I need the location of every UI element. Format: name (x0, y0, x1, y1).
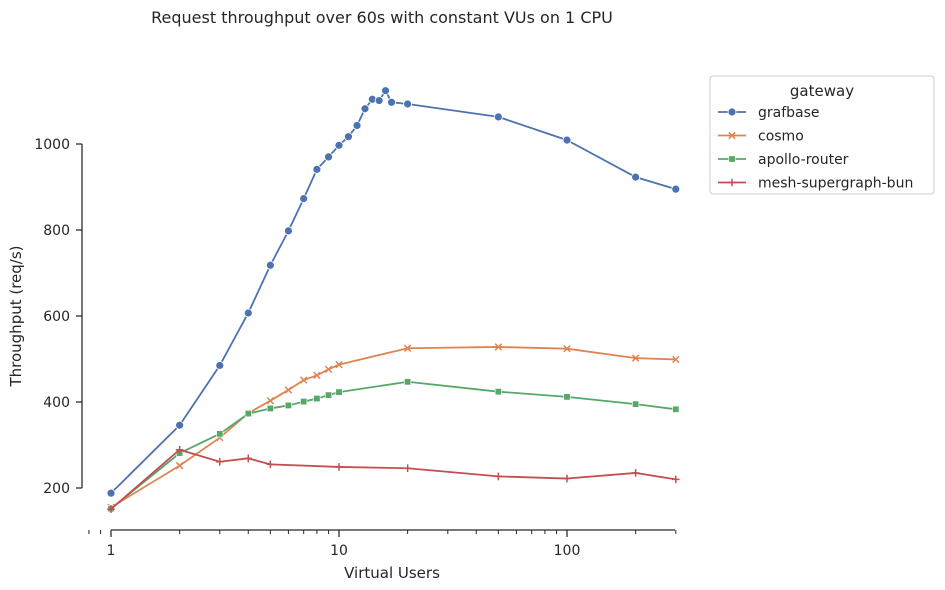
legend: gateway grafbase cosmo apollo-router mesh-s… (709, 75, 935, 195)
series-cosmo (107, 343, 680, 512)
grafbase-point (215, 361, 225, 370)
cosmo-point (266, 396, 275, 405)
apollo-router-point (404, 378, 412, 386)
legend-item-grafbase: grafbase (718, 105, 820, 121)
y-tick-label: 200 (43, 481, 70, 497)
legend-label: apollo-router (758, 152, 849, 168)
grafbase-point (284, 226, 293, 236)
legend-swatch-marker (728, 155, 736, 163)
cosmo-point (631, 354, 640, 362)
cosmo-point (403, 344, 412, 352)
x-tick-label: 10 (330, 543, 348, 559)
mesh-supergraph-bun-point (215, 457, 224, 466)
grafbase-point (562, 135, 572, 145)
legend-item-cosmo: cosmo (718, 129, 804, 145)
mesh-supergraph-bun-point (107, 505, 115, 513)
x-tick-label: 100 (554, 543, 581, 559)
grafbase-point (324, 152, 333, 162)
x-axis: 1 10 100 (88, 529, 677, 559)
mesh-supergraph-bun-line (110, 448, 676, 510)
apollo-router-point (494, 388, 502, 396)
legend-item-mesh-supergraph-bun: mesh-supergraph-bun (718, 176, 913, 192)
mesh-supergraph-bun-point (403, 464, 412, 473)
legend-title: gateway (790, 82, 854, 100)
cosmo-point (324, 365, 333, 374)
grafbase-point (265, 260, 275, 270)
grafbase-point (175, 420, 185, 430)
grafbase-point (352, 121, 362, 130)
apollo-router-point (313, 395, 321, 403)
cosmo-point (494, 343, 503, 351)
y-axis: 200 400 600 800 1000 (34, 137, 83, 497)
cosmo-point (284, 386, 293, 394)
series-grafbase (106, 86, 681, 498)
cosmo-point (672, 355, 680, 364)
mesh-supergraph-bun-point (671, 475, 680, 484)
apollo-router-point (300, 398, 308, 406)
apollo-router-point (266, 404, 274, 412)
legend-label: grafbase (758, 105, 820, 121)
legend-swatch-marker (727, 107, 737, 117)
series-mesh-supergraph-bun (107, 445, 680, 513)
grafbase-point (243, 308, 253, 318)
legend-swatch-marker (728, 178, 736, 187)
series-apollo-router (107, 378, 680, 513)
mesh-supergraph-bun-point (244, 454, 253, 463)
legend-label: cosmo (758, 129, 804, 145)
apollo-router-point (244, 410, 252, 418)
legend-frame (709, 75, 935, 195)
legend-item-apollo-router: apollo-router (718, 152, 849, 168)
cosmo-point (175, 461, 184, 470)
mesh-supergraph-bun-point (335, 463, 343, 471)
y-tick-label: 400 (43, 395, 70, 411)
cosmo-point (299, 376, 308, 384)
cosmo-point (335, 360, 343, 369)
mesh-supergraph-bun-point (631, 469, 640, 477)
grafbase-point (344, 132, 353, 142)
y-tick-label: 1000 (34, 137, 70, 153)
cosmo-line (110, 346, 676, 509)
grafbase-point (374, 96, 384, 105)
apollo-router-point (216, 430, 224, 438)
cosmo-point (563, 344, 571, 353)
grafbase-point (387, 97, 396, 107)
grafbase-point (360, 104, 370, 114)
mesh-supergraph-bun-point (563, 474, 571, 483)
y-tick-label: 800 (43, 223, 70, 239)
grafbase-line (110, 89, 677, 494)
mesh-supergraph-bun-point (175, 445, 184, 454)
x-tick-label: 1 (107, 543, 116, 559)
grafbase-point (299, 194, 309, 204)
cosmo-point (313, 371, 321, 380)
mesh-supergraph-bun-point (494, 472, 503, 481)
chart-title: Request throughput over 60s with constan… (151, 8, 613, 27)
apollo-router-point (325, 391, 333, 399)
y-tick-label: 600 (43, 309, 70, 325)
grafbase-point (312, 164, 322, 174)
mesh-supergraph-bun-point (266, 460, 275, 469)
y-axis-label: Throughput (req/s) (7, 245, 25, 387)
apollo-router-point (632, 400, 640, 408)
apollo-router-point (563, 393, 571, 401)
grafbase-point (106, 488, 116, 498)
legend-label: mesh-supergraph-bun (758, 176, 913, 192)
grafbase-point (334, 140, 344, 150)
plot-area (106, 86, 681, 513)
grafbase-point (493, 112, 503, 122)
apollo-router-point (284, 401, 292, 409)
legend-swatch-marker (728, 131, 736, 140)
apollo-router-point (672, 405, 680, 413)
x-axis-label: Virtual Users (344, 564, 440, 582)
grafbase-point (671, 184, 681, 194)
grafbase-point (631, 172, 641, 182)
grafbase-point (381, 86, 390, 96)
grafbase-point (403, 99, 413, 109)
apollo-router-point (335, 388, 343, 396)
